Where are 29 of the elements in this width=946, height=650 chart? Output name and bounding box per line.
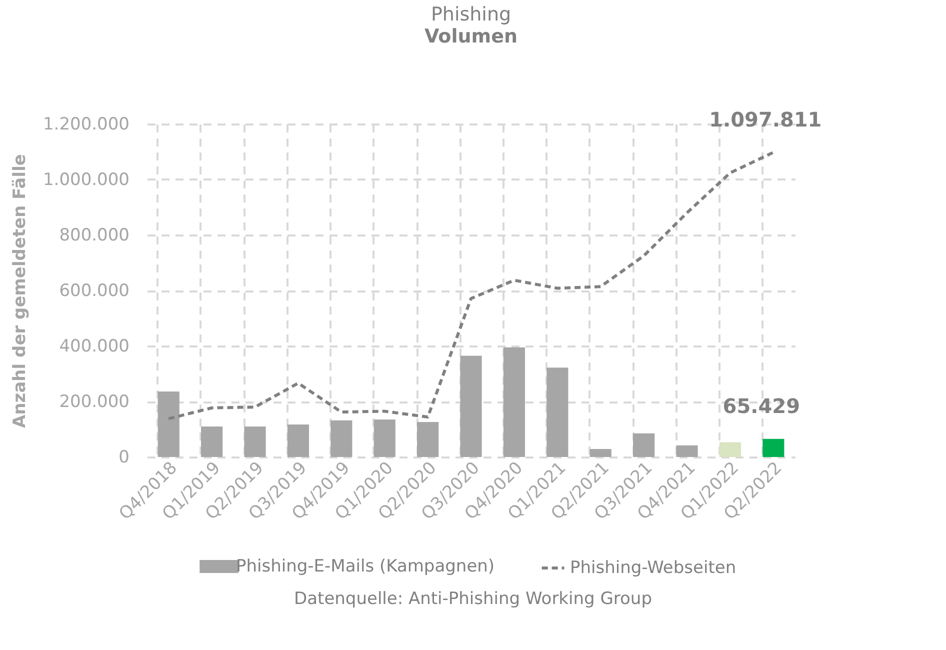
data-label: 1.097.811 (709, 107, 822, 132)
bar (590, 448, 612, 457)
bar (546, 368, 568, 457)
bar (201, 426, 223, 457)
legend-label: Phishing-Webseiten (570, 558, 736, 578)
y-tick-label: 400.000 (59, 336, 130, 356)
bar (287, 424, 309, 457)
y-tick-label: 200.000 (59, 392, 130, 412)
text: Datenquelle: Anti-Phishing Working Group (293, 589, 653, 609)
y-axis-title: Anzahl der gemeldeten Fälle (10, 154, 30, 428)
chart-title: Phishing (430, 3, 512, 26)
y-tick-label: 0 (118, 448, 130, 468)
y-tick-label: 1.000.000 (42, 170, 130, 190)
bar (633, 433, 655, 457)
chart-subtitle: Volumen (424, 25, 518, 48)
bar (330, 420, 352, 457)
y-tick-label: 600.000 (59, 281, 130, 301)
y-tick-label: 800.000 (59, 226, 130, 246)
bar (762, 438, 784, 457)
bar (676, 445, 698, 457)
bar (417, 422, 439, 457)
y-tick-label: 1.200.000 (42, 114, 130, 134)
bar (244, 426, 266, 457)
bar (503, 347, 525, 457)
bar (460, 356, 482, 457)
data-label: 65.429 (722, 394, 800, 418)
bar (374, 420, 396, 457)
bar (158, 392, 180, 457)
bar (719, 442, 741, 457)
